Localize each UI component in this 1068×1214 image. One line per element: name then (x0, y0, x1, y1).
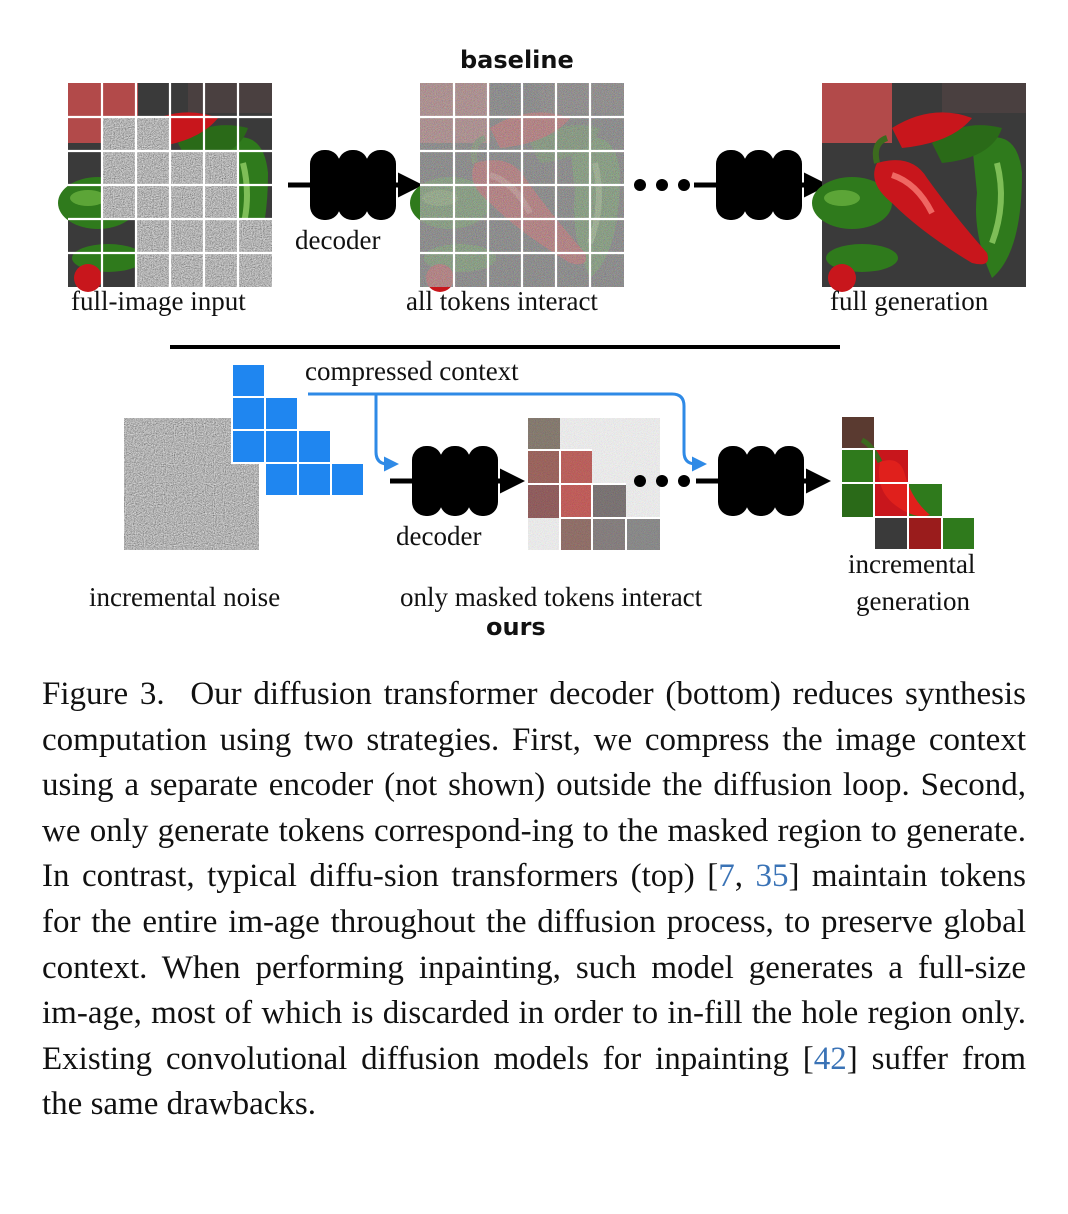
decoder-label-bottom: decoder (396, 521, 482, 551)
full-image-input-label: full-image input (71, 286, 246, 316)
context-arrows (308, 392, 707, 472)
full-generation-image (812, 83, 1026, 292)
caption-text-1: Our diffusion transformer decoder (botto… (42, 676, 1026, 895)
ellipsis-dots-top (634, 179, 690, 191)
full-image-input (58, 83, 272, 292)
ours-title: ours (486, 613, 546, 641)
decoder-block-top-2 (694, 150, 824, 220)
noisy-full-image (410, 83, 624, 292)
citation-link-35[interactable]: 35 (755, 858, 789, 895)
baseline-title: baseline (460, 46, 574, 74)
figure: baseline full-image input decoder all to… (0, 46, 1068, 641)
figure-label: Figure 3. (42, 676, 165, 712)
incremental-generation (842, 417, 974, 549)
caption-separator: , (734, 858, 756, 895)
all-tokens-interact-label: all tokens interact (406, 286, 598, 316)
figure-caption: Figure 3. Our diffusion transformer deco… (42, 672, 1026, 1128)
citation-link-7[interactable]: 7 (718, 858, 735, 895)
incremental-generation-label-1: incremental (848, 549, 976, 579)
caption-text-2: ] maintain tokens for the entire im-age … (42, 858, 1026, 1077)
decoder-block-bottom (390, 446, 520, 516)
citation-link-42[interactable]: 42 (813, 1040, 847, 1077)
incremental-noise-label: incremental noise (89, 582, 281, 612)
only-masked-tokens-label: only masked tokens interact (400, 582, 703, 612)
masked-tokens-noisy (528, 418, 660, 550)
decoder-block-bottom-2 (696, 446, 826, 516)
ellipsis-dots-bottom (634, 475, 690, 487)
compressed-context-label: compressed context (305, 356, 519, 386)
compressed-context-tokens (231, 363, 365, 497)
caption-text-3: ] suffer from the same drawbacks. (42, 1040, 1027, 1123)
full-generation-label: full generation (830, 286, 989, 316)
decoder-label-top: decoder (295, 225, 381, 255)
decoder-block-top (288, 150, 418, 220)
incremental-generation-label-2: generation (856, 586, 970, 616)
incremental-noise (124, 418, 259, 550)
